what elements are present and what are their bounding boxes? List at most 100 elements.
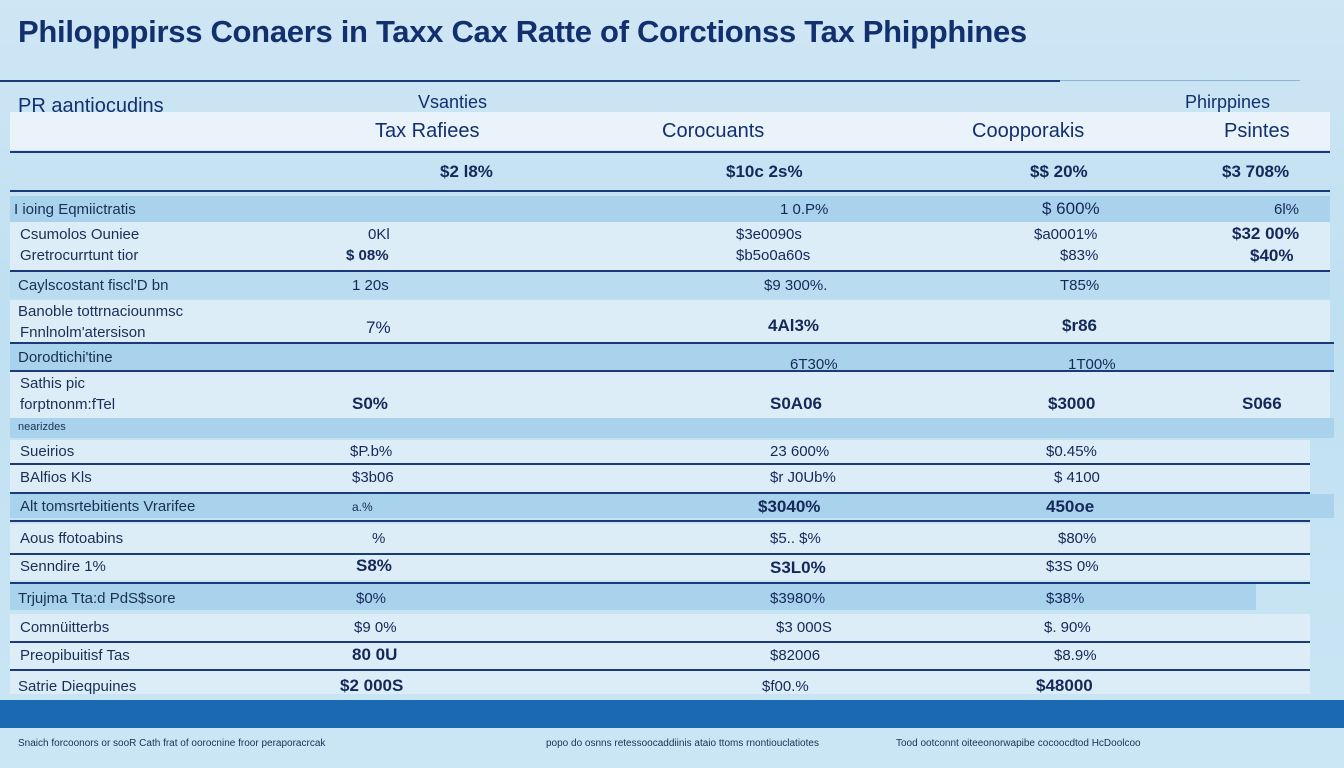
- cell-col3: 450oe: [1046, 497, 1095, 516]
- summary-rule: [10, 190, 1330, 192]
- row-rule-c: [10, 370, 1334, 372]
- cell-col2: $5.. $%: [770, 530, 821, 547]
- header-rule-bottom: [10, 151, 1330, 153]
- cell-col1: $3b06: [352, 469, 394, 486]
- cell-col1: $9 0%: [354, 619, 397, 636]
- summary-col3: $$ 20%: [1030, 162, 1088, 181]
- row-label: Senndire 1%: [20, 558, 106, 575]
- footer-bar: [0, 700, 1344, 728]
- cell-col3: $r86: [1062, 316, 1097, 335]
- cell-col4: 6l%: [1274, 201, 1300, 218]
- cell-col4: $40%: [1250, 246, 1294, 265]
- row-label: Caylscostant fiscl'D bn: [18, 277, 169, 294]
- cell-col2: 4Al3%: [768, 316, 820, 335]
- cell-col3: $a0001%: [1034, 226, 1098, 243]
- cell-col4: S066: [1242, 394, 1282, 413]
- header-rule-top: [0, 80, 1060, 82]
- header-rule-top-right: [1060, 80, 1300, 81]
- row-label: I ioing Eqmiictratis: [14, 201, 136, 218]
- cell-col1: 0Kl: [368, 226, 390, 243]
- cell-col2: $3 000S: [776, 619, 832, 636]
- cell-col2: $3980%: [770, 590, 826, 607]
- row-label: Dorodtichi'tine: [18, 349, 113, 366]
- row-rule-b: [10, 342, 1334, 344]
- summary-col1: $2 l8%: [440, 162, 493, 181]
- row-rule-f: [10, 520, 1310, 522]
- row-rule-i: [10, 641, 1310, 643]
- cell-col1: 7%: [366, 318, 391, 337]
- cell-col3: $48000: [1036, 676, 1093, 695]
- cell-col2: $f00.%: [762, 678, 809, 695]
- header-col1-top: Vsanties: [418, 92, 488, 112]
- cell-col3: T85%: [1060, 277, 1100, 294]
- row-label: nearizdes: [18, 421, 66, 433]
- cell-col1: %: [372, 530, 386, 547]
- cell-col3: $38%: [1046, 590, 1085, 607]
- header-band: [10, 112, 1330, 150]
- row-rule-j: [10, 669, 1310, 671]
- cell-col1: $ 08%: [346, 247, 389, 264]
- footer-note-left: Snaich forcoonors or sooR Cath frat of o…: [18, 738, 326, 749]
- row-rule-h: [10, 582, 1310, 584]
- row-band-1: [10, 196, 1330, 222]
- cell-col2: 1 0.P%: [780, 201, 829, 218]
- row-band-2: [10, 222, 1330, 270]
- row-label: BAlfios Kls: [20, 469, 92, 486]
- header-col1: Tax Rafiees: [375, 120, 480, 142]
- footer-note-right: Tood ootconnt oiteeonorwapibe cocoocdtod…: [896, 738, 1141, 749]
- row-label: Trjujma Tta:d PdS$sore: [18, 590, 176, 607]
- row-label: Comnüitterbs: [20, 619, 110, 636]
- header-col2: Corocuants: [662, 120, 765, 142]
- row-label: Sathis pic: [20, 375, 86, 392]
- cell-col1: S0%: [352, 394, 388, 413]
- row-label: Fnnlnolm'atersison: [20, 324, 146, 341]
- row-label: Banoble tottrnaciounmsc: [18, 303, 184, 320]
- row-rule-e: [10, 492, 1310, 494]
- summary-col4: $3 708%: [1222, 162, 1290, 181]
- cell-col1: S8%: [356, 556, 392, 575]
- row-label: Preopibuitisf Tas: [20, 647, 130, 664]
- cell-col4: $32 00%: [1232, 224, 1300, 243]
- cell-col3: 1T00%: [1068, 356, 1116, 373]
- row-label: Satrie Dieqpuines: [18, 678, 137, 695]
- cell-col1: 80 0U: [352, 645, 398, 664]
- row-band-6: [10, 372, 1330, 418]
- cell-col2: S0A06: [770, 394, 822, 413]
- row-label: Aous ffotoabins: [20, 530, 124, 547]
- cell-col2: $82006: [770, 647, 821, 664]
- cell-col2: 23 600%: [770, 443, 830, 460]
- header-col4: Psintes: [1224, 120, 1290, 142]
- cell-col2: $b5o0a60s: [736, 247, 811, 264]
- cell-col1: a.%: [352, 500, 373, 514]
- cell-col3: $ 600%: [1042, 199, 1100, 218]
- page-title: Philopppirss Conaers in Taxx Cax Ratte o…: [18, 14, 1027, 49]
- cell-col3: $80%: [1058, 530, 1097, 547]
- cell-col3: $ 4100: [1054, 469, 1100, 486]
- cell-col3: $0.45%: [1046, 443, 1097, 460]
- cell-col3: $. 90%: [1044, 619, 1091, 636]
- cell-col3: $3000: [1048, 394, 1096, 413]
- header-col3: Coopporakis: [972, 120, 1085, 142]
- cell-col3: $83%: [1060, 247, 1099, 264]
- cell-col1: 1 20s: [352, 277, 389, 294]
- row-rule-g: [10, 553, 1310, 555]
- row-band-11: [10, 584, 1256, 610]
- row-band-10: [10, 524, 1310, 580]
- row-band-7: [10, 418, 1334, 438]
- cell-col2: $r J0Ub%: [770, 469, 836, 486]
- cell-col2: $9 300%.: [764, 277, 828, 294]
- row-rule-a: [10, 270, 1330, 272]
- summary-col2: $10c 2s%: [726, 162, 803, 181]
- row-band-8: [10, 440, 1310, 492]
- cell-col1: $P.b%: [350, 443, 393, 460]
- cell-col2: S3L0%: [770, 558, 826, 577]
- header-col4-top: Phirppines: [1185, 92, 1271, 112]
- footer-note-center: popo do osnns retessoocaddiinis ataio tt…: [546, 738, 819, 749]
- cell-col3: $8.9%: [1054, 647, 1097, 664]
- row-label: forptnonm:fTel: [20, 396, 116, 413]
- row-band-5: [10, 344, 1334, 370]
- cell-col2: $3040%: [758, 497, 821, 516]
- row-band-3: [10, 272, 1330, 298]
- cell-col2: $3e0090s: [736, 226, 802, 243]
- row-label: Csumolos Ouniee: [20, 226, 140, 243]
